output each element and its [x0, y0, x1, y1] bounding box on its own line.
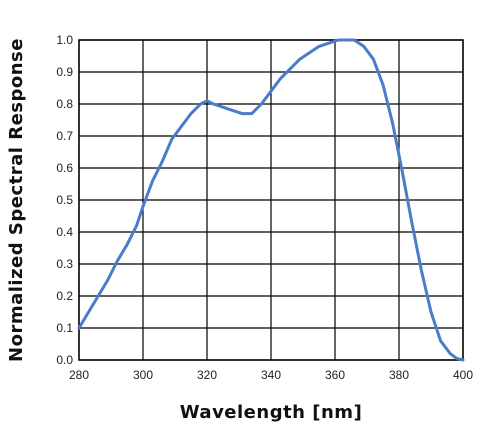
x-axis-title: Wavelength [nm] — [180, 402, 363, 423]
y-tick-label: 0.1 — [56, 321, 73, 335]
plot-border — [78, 39, 464, 361]
y-tick-label: 0.0 — [56, 353, 73, 367]
x-tick-label: 340 — [261, 368, 281, 382]
y-tick-label: 0.5 — [56, 193, 73, 207]
y-tick-label: 1.0 — [56, 33, 73, 47]
series-line — [77, 38, 465, 362]
x-tick-label: 280 — [69, 368, 89, 382]
y-tick-label: 0.4 — [56, 225, 73, 239]
y-tick-label: 0.9 — [56, 65, 73, 79]
y-axis-title: Normalized Spectral Response — [6, 38, 27, 362]
x-tick-labels: 280 300 320 340 360 380 400 — [69, 368, 473, 382]
x-tick-label: 320 — [197, 368, 217, 382]
y-tick-labels: 0.0 0.1 0.2 0.3 0.4 0.5 0.6 0.7 0.8 0.9 1.0 — [56, 33, 73, 367]
x-tick-label: 380 — [389, 368, 409, 382]
x-tick-label: 400 — [453, 368, 473, 382]
y-tick-label: 0.3 — [56, 257, 73, 271]
y-tick-label: 0.8 — [56, 97, 73, 111]
y-tick-label: 0.7 — [56, 129, 73, 143]
y-tick-label: 0.6 — [56, 161, 73, 175]
x-tick-label: 360 — [325, 368, 345, 382]
series-layer — [77, 38, 465, 362]
y-tick-label: 0.2 — [56, 289, 73, 303]
x-tick-label: 300 — [133, 368, 153, 382]
grid-layer — [78, 39, 464, 361]
